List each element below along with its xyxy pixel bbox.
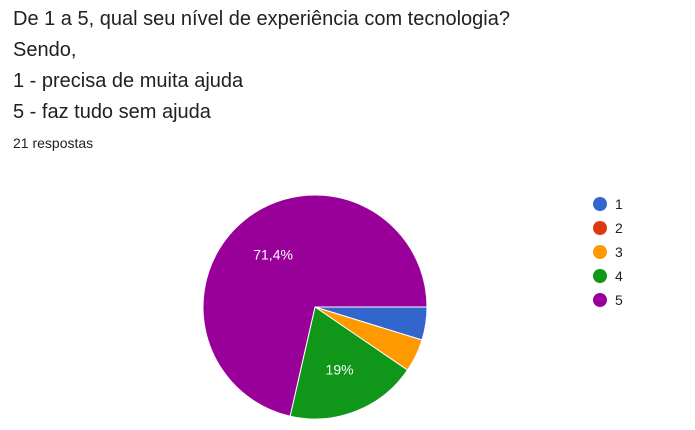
legend-swatch-3 [593, 245, 607, 259]
legend-item-3: 3 [593, 240, 623, 264]
question-line-2: Sendo, [13, 39, 77, 61]
question-line-1: De 1 a 5, qual seu nível de experiência … [13, 8, 510, 30]
data-label-5: 71,4% [253, 246, 293, 262]
legend-swatch-1 [593, 197, 607, 211]
legend-label-2: 2 [615, 220, 623, 236]
question-line-4: 5 - faz tudo sem ajuda [13, 101, 211, 123]
chart-legend: 1 2 3 4 5 [593, 192, 623, 312]
legend-swatch-5 [593, 293, 607, 307]
response-count: 21 respostas [13, 135, 94, 151]
legend-item-5: 5 [593, 288, 623, 312]
legend-label-5: 5 [615, 292, 623, 308]
pie-slice-4[interactable] [289, 306, 409, 420]
legend-item-4: 4 [593, 264, 623, 288]
legend-swatch-4 [593, 269, 607, 283]
legend-label-4: 4 [615, 268, 623, 284]
legend-item-2: 2 [593, 216, 623, 240]
legend-swatch-2 [593, 221, 607, 235]
question-title: De 1 a 5, qual seu nível de experiência … [13, 4, 673, 128]
legend-label-3: 3 [615, 244, 623, 260]
legend-label-1: 1 [615, 196, 623, 212]
question-line-3: 1 - precisa de muita ajuda [13, 70, 244, 92]
pie-slice-5[interactable] [202, 194, 428, 417]
data-label-4: 19% [326, 362, 354, 378]
legend-item-1: 1 [593, 192, 623, 216]
